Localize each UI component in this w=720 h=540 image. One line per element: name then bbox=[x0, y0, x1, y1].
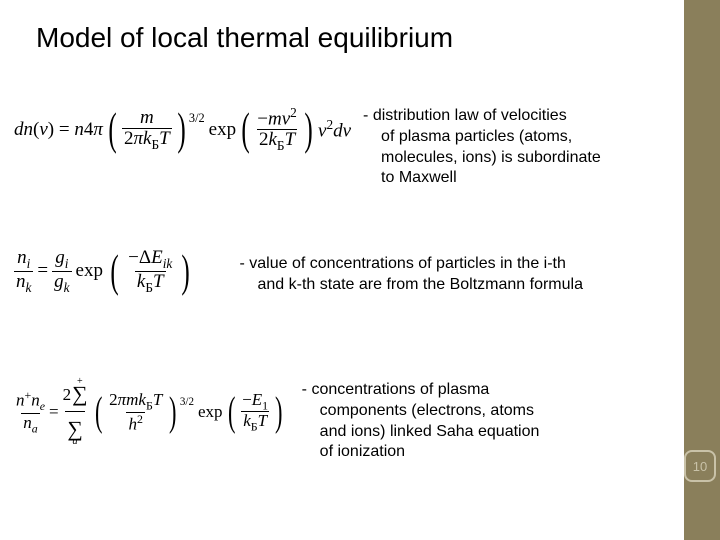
formula-maxwell: dn(v) = n4π ( m 2πkБT )3/2 exp ( −mv2 2k… bbox=[14, 106, 351, 153]
eq1-exp-label: exp bbox=[209, 119, 236, 141]
caption1-lead: - distribution law of velocities bbox=[363, 107, 567, 124]
formula-saha: n+ne na = 2+∑ ∑a ( 2πmkБT h2 )3/2 exp ( … bbox=[14, 378, 286, 446]
eq1-frac1-num: m bbox=[140, 107, 154, 128]
row-saha: n+ne na = 2+∑ ∑a ( 2πmkБT h2 )3/2 exp ( … bbox=[14, 378, 682, 463]
caption2-rest: and k-th state are from the Boltzmann fo… bbox=[240, 275, 583, 296]
caption3-lead: - concentrations of plasma bbox=[302, 381, 490, 398]
eq2-equals: = bbox=[37, 260, 48, 282]
slide-title: Model of local thermal equilibrium bbox=[36, 22, 453, 54]
eq1-power: 3/2 bbox=[189, 111, 205, 126]
eq2-exp-label: exp bbox=[76, 260, 103, 282]
caption2-lead: - value of concentrations of particles i… bbox=[240, 255, 566, 272]
formula-boltzmann: ni nk = gi gk exp ( −ΔEik kБT ) bbox=[14, 248, 194, 295]
row-maxwell: dn(v) = n4π ( m 2πkБT )3/2 exp ( −mv2 2k… bbox=[14, 106, 682, 189]
caption-saha: - concentrations of plasma components (e… bbox=[294, 380, 544, 463]
eq3-power: 3/2 bbox=[180, 396, 194, 408]
caption-maxwell: - distribution law of velocities of plas… bbox=[355, 106, 615, 189]
slide-number: 10 bbox=[693, 459, 707, 474]
caption3-rest: components (electrons, atoms and ions) l… bbox=[302, 401, 544, 463]
slide-number-badge: 10 bbox=[684, 450, 716, 482]
caption-boltzmann: - value of concentrations of particles i… bbox=[232, 254, 583, 296]
row-boltzmann: ni nk = gi gk exp ( −ΔEik kБT ) - value … bbox=[14, 248, 682, 296]
caption1-rest: of plasma particles (atoms, molecules, i… bbox=[363, 127, 615, 189]
eq3-equals: = bbox=[49, 402, 59, 422]
eq3-exp-label: exp bbox=[198, 402, 223, 422]
